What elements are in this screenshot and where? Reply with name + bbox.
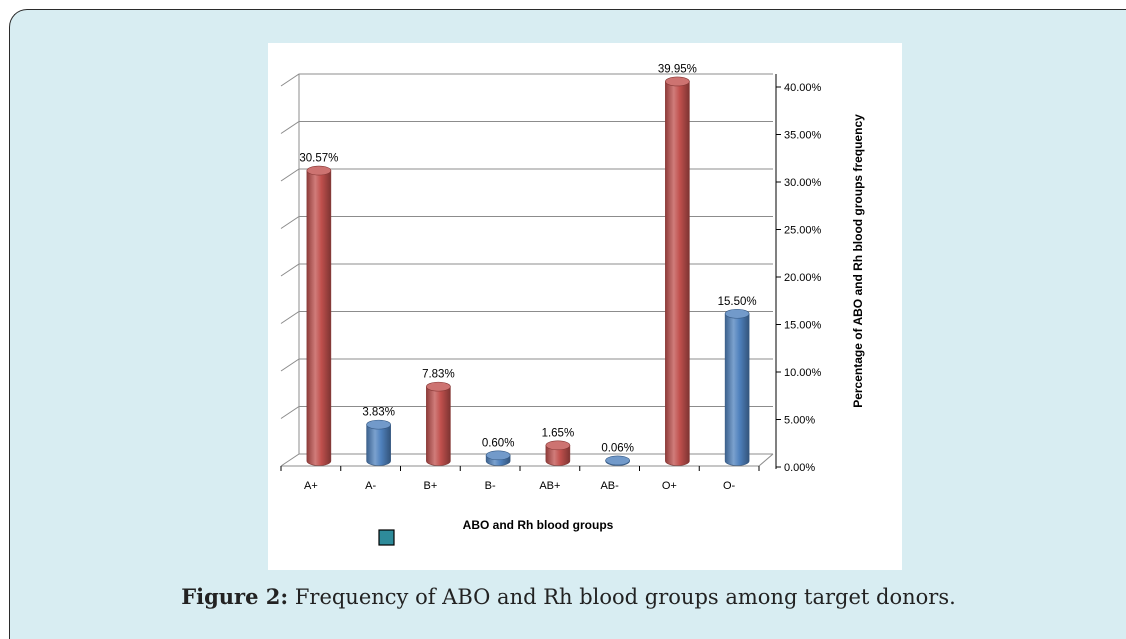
bar-top xyxy=(605,455,630,466)
bar-A+ xyxy=(306,170,332,466)
bar-top xyxy=(545,440,571,451)
gridline xyxy=(280,453,773,467)
bar-top xyxy=(306,165,332,176)
gridline xyxy=(280,358,773,372)
data-label: 39.95% xyxy=(658,63,697,75)
y-tick-label: 5.00% xyxy=(784,415,815,427)
bar-top xyxy=(724,308,750,319)
x-tick-label: O- xyxy=(723,480,736,492)
x-tick-label: AB+ xyxy=(539,480,560,492)
gridline xyxy=(280,168,773,182)
gridline xyxy=(280,263,773,277)
x-tick-label: A- xyxy=(365,480,376,492)
bar-top xyxy=(485,450,511,461)
x-tick-label: AB- xyxy=(600,480,619,492)
x-tick-label: B- xyxy=(485,480,496,492)
data-label: 7.83% xyxy=(422,369,455,381)
figure-panel: 0.00% 5.00% 10.00% 15.00% 20.00% 25.00% 30.00%… xyxy=(9,9,1126,639)
gridline xyxy=(280,73,773,87)
data-label: 0.60% xyxy=(482,437,515,449)
y-tick-label: 30.00% xyxy=(784,177,822,189)
x-tick-label: O+ xyxy=(662,480,677,492)
bar-A- xyxy=(366,424,391,466)
caption-text: Frequency of ABO and Rh blood groups amo… xyxy=(288,585,956,609)
gridline xyxy=(280,406,773,419)
bar-B+ xyxy=(426,386,451,466)
gridline xyxy=(280,121,773,134)
bar-O- xyxy=(724,313,750,466)
legend-swatch xyxy=(378,529,395,546)
y-tick-label: 40.00% xyxy=(784,82,822,94)
bar-AB+ xyxy=(545,445,571,466)
y-tick-label: 0.00% xyxy=(784,462,815,474)
bar-top xyxy=(366,419,391,430)
gridline xyxy=(280,311,773,324)
y-tick-label: 20.00% xyxy=(784,272,822,284)
x-tick-label: A+ xyxy=(304,480,318,492)
y-tick-label: 10.00% xyxy=(784,367,822,379)
y-tick-label: 15.00% xyxy=(784,320,822,332)
data-label: 1.65% xyxy=(542,427,575,439)
bar-top xyxy=(665,76,690,87)
bar-chart: 0.00% 5.00% 10.00% 15.00% 20.00% 25.00% 30.00%… xyxy=(280,63,865,546)
y-axis-title: Percentage of ABO and Rh blood groups fr… xyxy=(851,114,865,408)
figure-caption: Figure 2: Frequency of ABO and Rh blood … xyxy=(10,584,1126,609)
x-tick-label: B+ xyxy=(423,480,437,492)
floor-right-edge xyxy=(758,453,774,467)
data-label: 0.06% xyxy=(601,442,634,454)
y-tick-label: 35.00% xyxy=(784,130,822,142)
bar-top xyxy=(426,381,451,392)
data-label: 15.50% xyxy=(718,296,757,308)
caption-label: Figure 2: xyxy=(181,584,289,609)
chart-container: 0.00% 5.00% 10.00% 15.00% 20.00% 25.00% 30.00%… xyxy=(268,43,902,570)
x-axis-title: ABO and Rh blood groups xyxy=(463,518,614,532)
bar-O+ xyxy=(665,81,690,466)
data-label: 30.57% xyxy=(299,153,338,165)
data-label: 3.83% xyxy=(362,407,395,419)
gridline xyxy=(280,216,773,229)
y-tick-label: 25.00% xyxy=(784,225,822,237)
